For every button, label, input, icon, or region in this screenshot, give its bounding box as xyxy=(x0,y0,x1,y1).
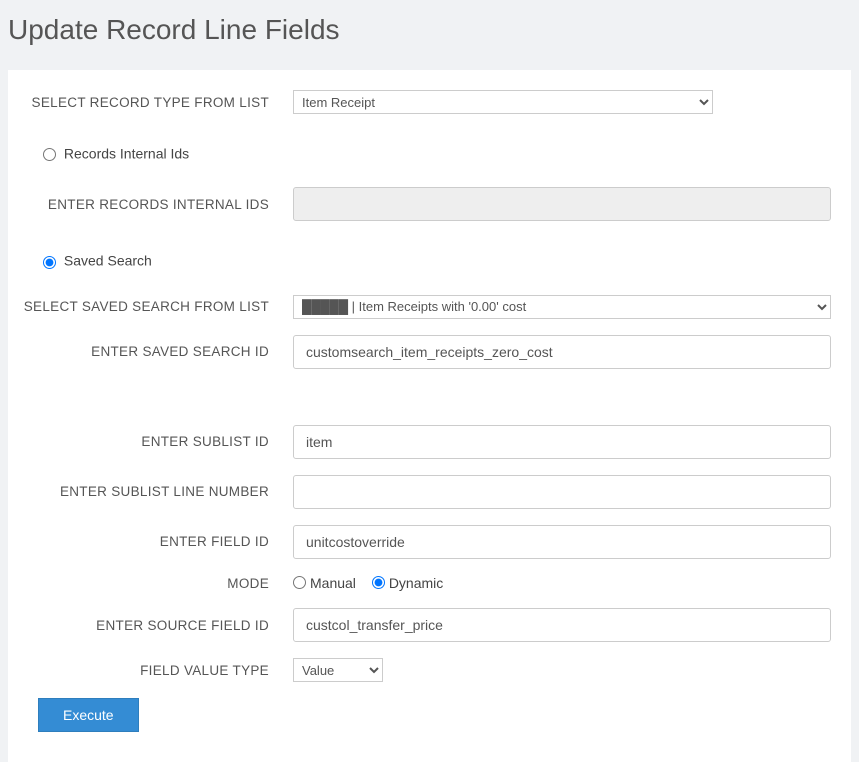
wrap-sublist-line-number xyxy=(293,475,831,509)
label-saved-search-id: ENTER SAVED SEARCH ID xyxy=(8,344,293,359)
label-field-value-type: FIELD VALUE TYPE xyxy=(8,663,293,678)
row-sublist-line-number: ENTER SUBLIST LINE NUMBER xyxy=(8,475,851,509)
row-records-internal-ids: ENTER RECORDS INTERNAL IDS xyxy=(8,187,851,221)
input-sublist-line-number[interactable] xyxy=(293,475,831,509)
label-record-type: SELECT RECORD TYPE FROM LIST xyxy=(8,95,293,110)
label-radio-records-ids[interactable]: Records Internal Ids xyxy=(64,145,189,161)
mode-dynamic-wrap: Dynamic xyxy=(372,575,443,591)
input-records-internal-ids xyxy=(293,187,831,221)
page-title: Update Record Line Fields xyxy=(8,14,851,46)
label-saved-search-select: SELECT SAVED SEARCH FROM LIST xyxy=(8,299,293,314)
wrap-sublist-id xyxy=(293,425,831,459)
wrap-field-value-type: Value xyxy=(293,658,831,682)
wrap-records-internal-ids xyxy=(293,187,831,221)
row-sublist-id: ENTER SUBLIST ID xyxy=(8,425,851,459)
wrap-saved-search-id xyxy=(293,335,831,369)
label-mode-dynamic[interactable]: Dynamic xyxy=(389,575,443,591)
wrap-source-field-id xyxy=(293,608,831,642)
execute-button[interactable]: Execute xyxy=(38,698,139,732)
select-field-value-type[interactable]: Value xyxy=(293,658,383,682)
label-mode-manual[interactable]: Manual xyxy=(310,575,356,591)
radio-saved-search[interactable] xyxy=(43,256,56,269)
label-sublist-line-number: ENTER SUBLIST LINE NUMBER xyxy=(8,484,293,499)
label-sublist-id: ENTER SUBLIST ID xyxy=(8,434,293,449)
input-saved-search-id[interactable] xyxy=(293,335,831,369)
label-source-field-id: ENTER SOURCE FIELD ID xyxy=(8,618,293,633)
wrap-saved-search-select: █████ | Item Receipts with '0.00' cost xyxy=(293,295,831,319)
wrap-mode: Manual Dynamic xyxy=(293,575,831,593)
label-records-internal-ids: ENTER RECORDS INTERNAL IDS xyxy=(8,197,293,212)
row-saved-search-id: ENTER SAVED SEARCH ID xyxy=(8,335,851,369)
input-sublist-id[interactable] xyxy=(293,425,831,459)
row-field-value-type: FIELD VALUE TYPE Value xyxy=(8,658,851,682)
row-source-field-id: ENTER SOURCE FIELD ID xyxy=(8,608,851,642)
row-saved-search-select: SELECT SAVED SEARCH FROM LIST █████ | It… xyxy=(8,295,851,319)
form-panel: SELECT RECORD TYPE FROM LIST Item Receip… xyxy=(8,70,851,762)
input-source-field-id[interactable] xyxy=(293,608,831,642)
select-record-type[interactable]: Item Receipt xyxy=(293,90,713,114)
wrap-record-type: Item Receipt xyxy=(293,90,831,114)
label-field-id: ENTER FIELD ID xyxy=(8,534,293,549)
mode-manual-wrap: Manual xyxy=(293,575,356,591)
page-header: Update Record Line Fields xyxy=(0,0,859,70)
row-radio-records-ids: Records Internal Ids xyxy=(8,144,851,161)
label-mode: MODE xyxy=(8,576,293,591)
row-mode: MODE Manual Dynamic xyxy=(8,575,851,593)
input-field-id[interactable] xyxy=(293,525,831,559)
label-radio-saved-search[interactable]: Saved Search xyxy=(64,253,152,269)
row-field-id: ENTER FIELD ID xyxy=(8,525,851,559)
wrap-field-id xyxy=(293,525,831,559)
radio-records-ids[interactable] xyxy=(43,148,56,161)
radio-mode-dynamic[interactable] xyxy=(372,576,385,589)
row-radio-saved-search: Saved Search xyxy=(8,251,851,268)
select-saved-search[interactable]: █████ | Item Receipts with '0.00' cost xyxy=(293,295,831,319)
row-record-type: SELECT RECORD TYPE FROM LIST Item Receip… xyxy=(8,90,851,114)
radio-mode-manual[interactable] xyxy=(293,576,306,589)
